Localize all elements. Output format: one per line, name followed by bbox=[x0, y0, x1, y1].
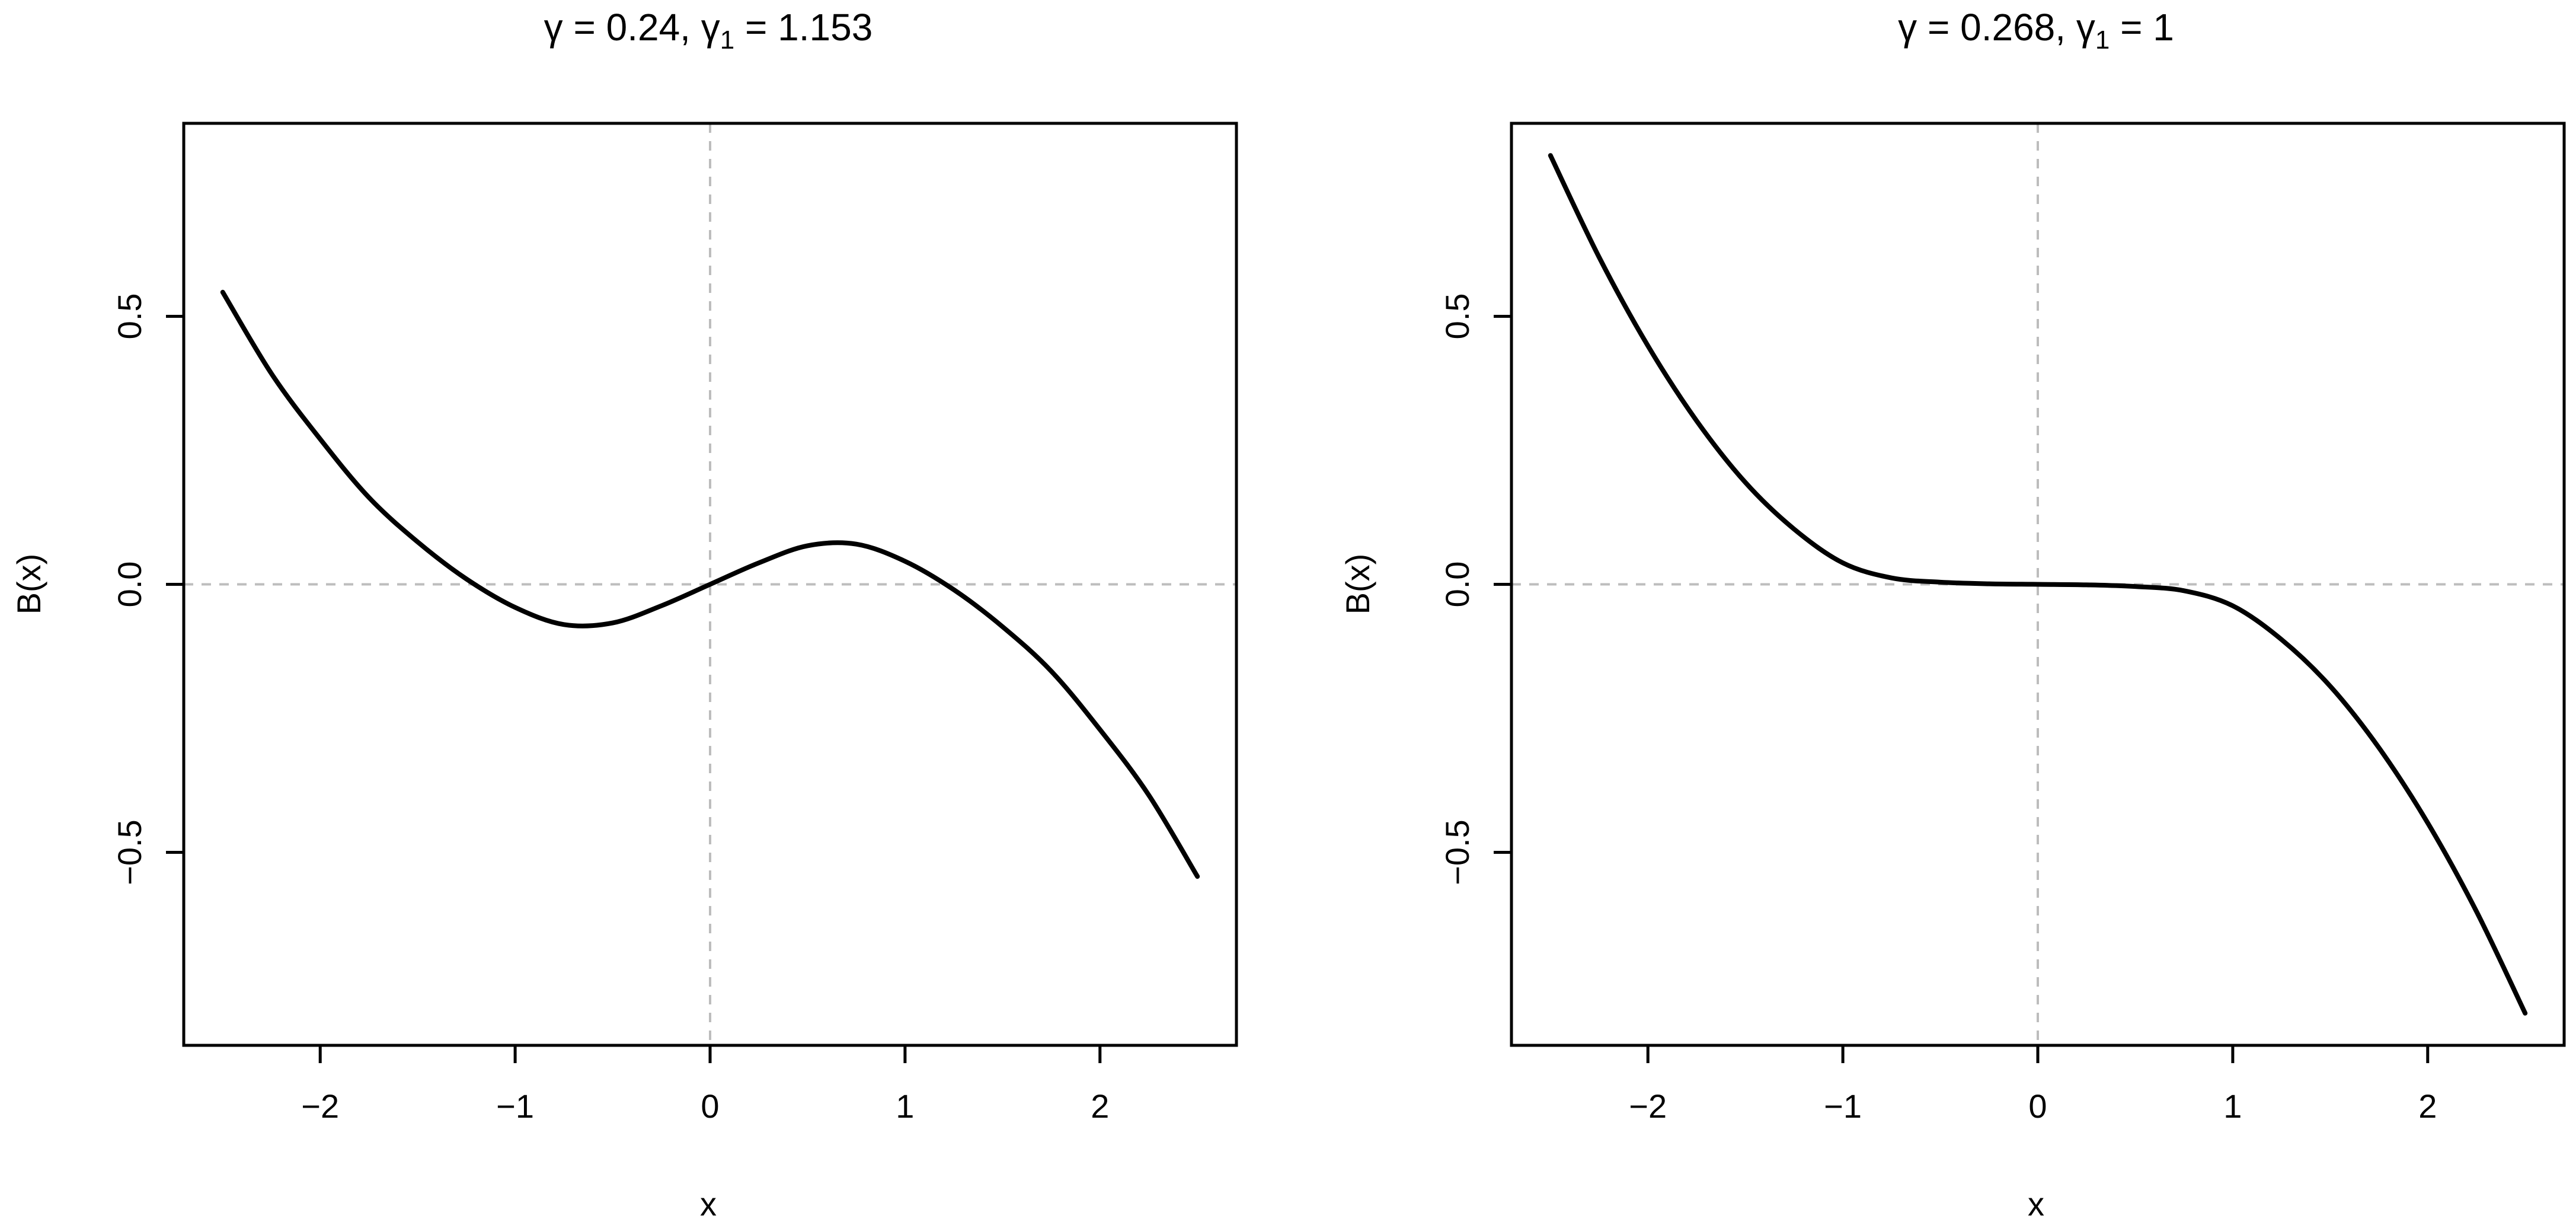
y-tick-label: 0.5 bbox=[111, 294, 148, 340]
gamma1-subscript: 1 bbox=[720, 25, 734, 55]
gamma-value: 0.24 bbox=[606, 6, 680, 49]
panel-right: γ = 0.268, γ1 = 1 −2 −1 0 1 2−0.50.00.5 x B(… bbox=[1339, 6, 2566, 1223]
y-tick-label: −0.5 bbox=[1439, 819, 1476, 885]
panel-left: γ = 0.24, γ1 = 1.153 −2 −1 0 1 2−0.50.00.5 x… bbox=[10, 6, 1238, 1223]
plot-area-right: −2 −1 0 1 2 −0.5 0.0 0.5 bbox=[1439, 122, 2566, 1125]
y-tick-label: 0.5 bbox=[1439, 294, 1476, 340]
title-separator: , γ bbox=[2055, 6, 2095, 49]
y-axis-label-left: B(x) bbox=[10, 554, 47, 615]
x-tick-label: 2 bbox=[1091, 1087, 1109, 1125]
panel-right-title: γ = 0.268, γ1 = 1 bbox=[1898, 6, 2174, 55]
title-separator: , γ bbox=[680, 6, 720, 49]
series-line bbox=[220, 289, 1200, 879]
x-tick-label: 1 bbox=[896, 1087, 914, 1125]
gamma-symbol: γ = bbox=[1898, 6, 1960, 49]
x-tick-label: −1 bbox=[496, 1087, 534, 1125]
gamma1-value: 1.153 bbox=[778, 6, 872, 49]
y-tick-label: 0.0 bbox=[111, 562, 148, 608]
x-axis-label-left: x bbox=[700, 1185, 717, 1223]
y-axis-label-right: B(x) bbox=[1339, 554, 1376, 615]
gamma1-equals: = bbox=[734, 6, 778, 49]
gamma-symbol: γ = bbox=[544, 6, 606, 49]
gamma1-subscript: 1 bbox=[2095, 25, 2110, 55]
gamma1-equals: = bbox=[2110, 6, 2153, 49]
y-tick-label: −0.5 bbox=[111, 819, 148, 885]
panel-left-title: γ = 0.24, γ1 = 1.153 bbox=[544, 6, 873, 55]
x-tick-label: 0 bbox=[701, 1087, 719, 1125]
x-tick-label: 1 bbox=[2223, 1087, 2242, 1125]
x-tick-label: −2 bbox=[1629, 1087, 1667, 1125]
x-tick-label: −2 bbox=[301, 1087, 339, 1125]
x-tick-label: 2 bbox=[2418, 1087, 2437, 1125]
series-line bbox=[1548, 153, 2528, 1016]
x-tick-label: −1 bbox=[1824, 1087, 1862, 1125]
x-tick-label: 0 bbox=[2028, 1087, 2047, 1125]
gamma-value: 0.268 bbox=[1960, 6, 2055, 49]
x-axis-label-right: x bbox=[2028, 1185, 2044, 1223]
y-tick-label: 0.0 bbox=[1439, 562, 1476, 608]
gamma1-value: 1 bbox=[2153, 6, 2174, 49]
plot-area-left: −2 −1 0 1 2 −0.5 0.0 0.5 bbox=[111, 122, 1238, 1125]
